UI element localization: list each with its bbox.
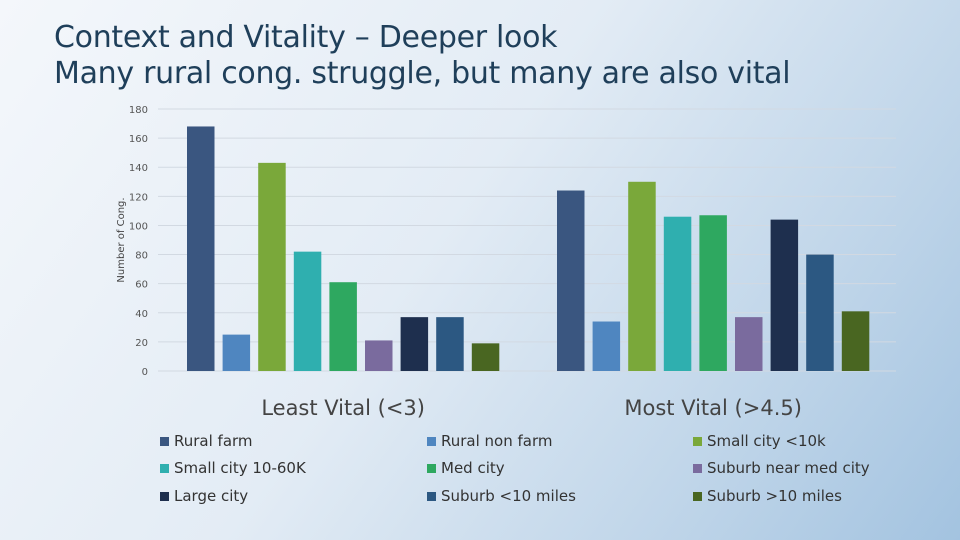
legend-swatch [427,436,436,446]
bar [436,317,464,371]
y-tick-label: 160 [129,134,148,145]
bar [293,251,322,371]
x-category-label: Least Vital (<3) [261,396,425,420]
bar [329,282,357,371]
y-axis-ticks: 0 20 40 60 80 100 120 140 160 180 [129,105,148,378]
y-tick-label: 120 [129,192,148,203]
bar [592,321,621,371]
bar [187,126,215,371]
legend-swatch [693,436,702,446]
legend-item: Small city 10-60K [160,459,306,477]
bar [471,343,500,371]
legend-swatch [160,463,169,473]
bar [841,311,870,371]
y-tick-label: 0 [142,367,148,378]
legend-swatch [160,491,169,501]
legend-swatch [693,491,702,501]
legend-item: Rural farm [160,432,253,450]
legend-item: Suburb near med city [693,459,870,477]
legend-label: Small city 10-60K [174,459,306,477]
bar [699,215,727,371]
legend-item: Suburb >10 miles [693,487,842,505]
bar [557,190,585,371]
legend-label: Suburb <10 miles [441,487,576,505]
y-tick-label: 80 [135,251,148,262]
bar [806,254,834,371]
legend-label: Large city [174,487,249,505]
legend-label: Rural non farm [441,432,553,450]
y-tick-label: 100 [129,221,148,232]
legend-swatch [427,491,436,501]
bar [400,317,429,371]
x-category-label: Most Vital (>4.5) [624,396,802,420]
x-axis-categories: Least Vital (<3) Most Vital (>4.5) [261,396,802,420]
legend-item: Large city [160,487,248,505]
legend-label: Med city [441,459,505,477]
bar [222,334,251,371]
legend-swatch [160,436,169,446]
legend-label: Rural farm [174,432,253,450]
y-tick-label: 180 [129,105,148,116]
legend-label: Suburb >10 miles [707,487,842,505]
bar [628,181,656,371]
legend-item: Med city [427,459,505,477]
bars [187,126,870,371]
legend-item: Small city <10k [693,432,826,450]
title-line-2: Many rural cong. struggle, but many are … [54,56,791,91]
bar [735,317,763,371]
legend-item: Suburb <10 miles [427,487,576,505]
bar [663,216,692,371]
legend-label: Small city <10k [707,432,826,450]
y-tick-label: 60 [135,280,148,291]
title-line-1: Context and Vitality – Deeper look [54,20,558,55]
bar [258,162,286,371]
y-tick-label: 140 [129,163,148,174]
y-tick-label: 20 [135,338,148,349]
legend-swatch [693,463,702,473]
y-tick-label: 40 [135,309,148,320]
bar [770,219,799,371]
bar [365,340,393,371]
legend-swatch [427,463,436,473]
y-axis-label: Number of Cong. [116,197,127,282]
chart-title: Context and Vitality – Deeper look Many … [54,20,791,92]
legend-item: Rural non farm [427,432,553,450]
legend-label: Suburb near med city [707,459,870,477]
